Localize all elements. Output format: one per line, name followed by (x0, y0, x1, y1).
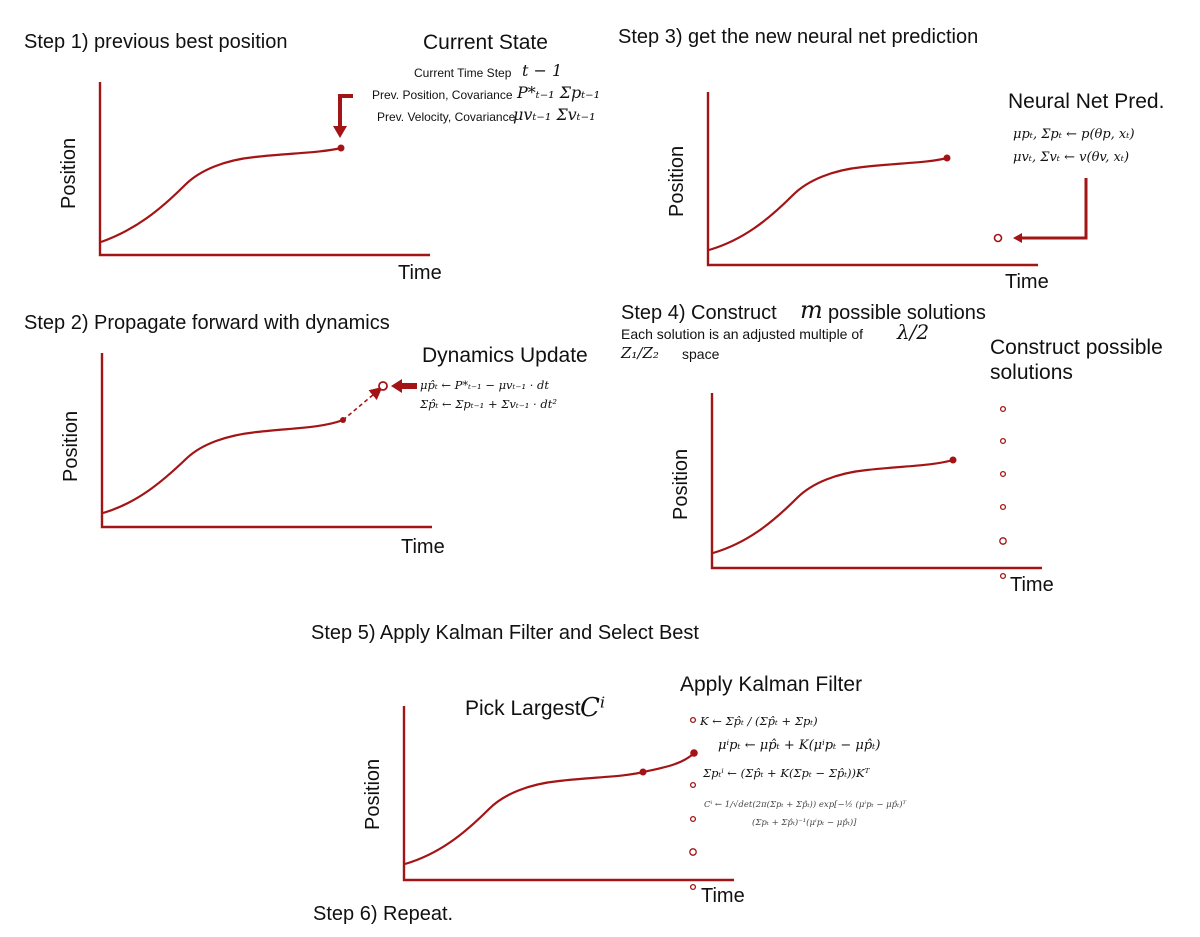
panel4-solution-point (999, 437, 1007, 445)
panel5-previous-point (639, 768, 647, 776)
current-time-step-label: Current Time Step (414, 66, 512, 80)
dynamics-eq-mu: μp̂ₜ ← P*ₜ₋₁ − μvₜ₋₁ · dt (420, 378, 550, 392)
panel4-solution-point (999, 537, 1007, 545)
panel4-plot (710, 393, 1042, 580)
panel5-solution-point (689, 815, 697, 823)
construct-heading-1: Construct possible (990, 336, 1163, 359)
panel4-solution-point (999, 470, 1007, 478)
current-state-heading: Current State (423, 31, 548, 54)
panel5-solution-point (689, 883, 697, 891)
panel3-arrow-head (1013, 233, 1022, 243)
panel5-curve (404, 752, 695, 866)
panel2-curve (102, 418, 344, 515)
panel3-curve (708, 156, 948, 252)
panel5-axes (402, 706, 734, 882)
prev-position-label: Prev. Position, Covariance (372, 88, 513, 102)
panel1-x-label: Time (398, 262, 442, 284)
prev-position-math: P*ₜ₋₁ Σpₜ₋₁ (517, 83, 601, 102)
panel3-best-point (943, 154, 951, 162)
panel4-curve (712, 458, 954, 555)
construct-heading-2: solutions (990, 361, 1073, 384)
pick-largest-math: Cⁱ (580, 693, 606, 723)
step4-title-math: m (800, 296, 823, 324)
step4-subtitle-2: space (682, 346, 720, 362)
step2-title: Step 2) Propagate forward with dynamics (24, 312, 390, 334)
panel5-solution-point (689, 716, 697, 724)
panel3-prediction-point (993, 233, 1003, 243)
step4-subtitle-1: Each solution is an adjusted multiple of (621, 326, 864, 342)
step5-title: Step 5) Apply Kalman Filter and Select B… (311, 622, 699, 644)
panel2-arrow-head (391, 379, 402, 393)
neural-net-eq-p: μpₜ, Σpₜ ← p(θp, xₜ) (1013, 127, 1135, 142)
kalman-eq-mu: μⁱpₜ ← μp̂ₜ + K(μⁱpₜ − μp̂ₜ) (718, 738, 881, 753)
panel2-x-label: Time (401, 536, 445, 558)
panel3-axes (706, 92, 1038, 267)
panel1-arrow-head (333, 126, 347, 138)
kalman-eq-k: K ← Σp̂ₜ / (Σp̂ₜ + Σpₜ) (700, 714, 818, 728)
panel1-curve (100, 146, 342, 244)
step4-subtitle-2-math: Z₁/Z₂ (621, 344, 659, 362)
panel1-best-point (337, 144, 345, 152)
step1-title: Step 1) previous best position (24, 31, 288, 53)
step4-title-suffix: possible solutions (828, 302, 986, 324)
panel4-x-label: Time (1010, 574, 1054, 596)
pick-largest-label: Pick Largest (465, 697, 581, 720)
neural-net-eq-v: μvₜ, Σvₜ ← v(θv, xₜ) (1013, 150, 1130, 165)
current-time-step-math: t − 1 (522, 61, 563, 80)
panel2-plot (100, 353, 432, 529)
panel4-possible-solutions (999, 405, 1007, 580)
step3-title: Step 3) get the new neural net predictio… (618, 26, 979, 48)
panel5-x-label: Time (701, 885, 745, 907)
panel4-solution-point (999, 503, 1007, 511)
panel5-solution-point (689, 781, 697, 789)
panel2-predicted-point (378, 381, 388, 391)
panel3-arrow-shaft (1020, 178, 1088, 240)
neural-net-heading: Neural Net Pred. (1008, 90, 1165, 113)
panel2-axes (100, 353, 432, 529)
kalman-heading: Apply Kalman Filter (680, 673, 863, 696)
panel5-solution-point (689, 848, 697, 856)
kalman-eq-sigma: Σpₜⁱ ← (Σp̂ₜ + K(Σpₜ − Σp̂ₜ))Kᵀ (703, 766, 870, 780)
panel4-best-point (949, 456, 957, 464)
panel3-x-label: Time (1005, 271, 1049, 293)
panel3-plot (706, 92, 1088, 267)
panel4-axes (710, 393, 1042, 570)
step6-title: Step 6) Repeat. (313, 903, 454, 925)
dynamics-eq-sigma: Σp̂ₜ ← Σpₜ₋₁ + Σvₜ₋₁ · dt² (420, 397, 557, 411)
panel1-axes (98, 82, 430, 257)
step4-subtitle-1-math: λ/2 (897, 320, 930, 344)
step4-title-prefix: Step 4) Construct (621, 302, 777, 324)
panel1-plot (98, 82, 430, 257)
panel1-arrow-shaft (338, 94, 353, 128)
prev-velocity-math: μvₜ₋₁ Σvₜ₋₁ (513, 105, 596, 124)
dynamics-update-heading: Dynamics Update (422, 344, 588, 367)
kalman-eq-c-line2: (Σpₜ + Σp̂ₜ)⁻¹(μⁱpₜ − μp̂ₜ)] (752, 818, 857, 828)
prev-velocity-label: Prev. Velocity, Covariance (377, 110, 516, 124)
panel4-solution-point (999, 405, 1007, 413)
panel5-selected-point (690, 749, 698, 757)
panel5-possible-solutions (689, 716, 697, 891)
panel5-plot (402, 706, 734, 891)
kalman-eq-c-line1: Cⁱ ← 1/√det(2π(Σpₜ + Σp̂ₜ)) exp[−½ (μⁱpₜ… (704, 800, 907, 810)
panel2-dashed-projection (342, 386, 383, 421)
panel4-solution-point (999, 572, 1007, 580)
